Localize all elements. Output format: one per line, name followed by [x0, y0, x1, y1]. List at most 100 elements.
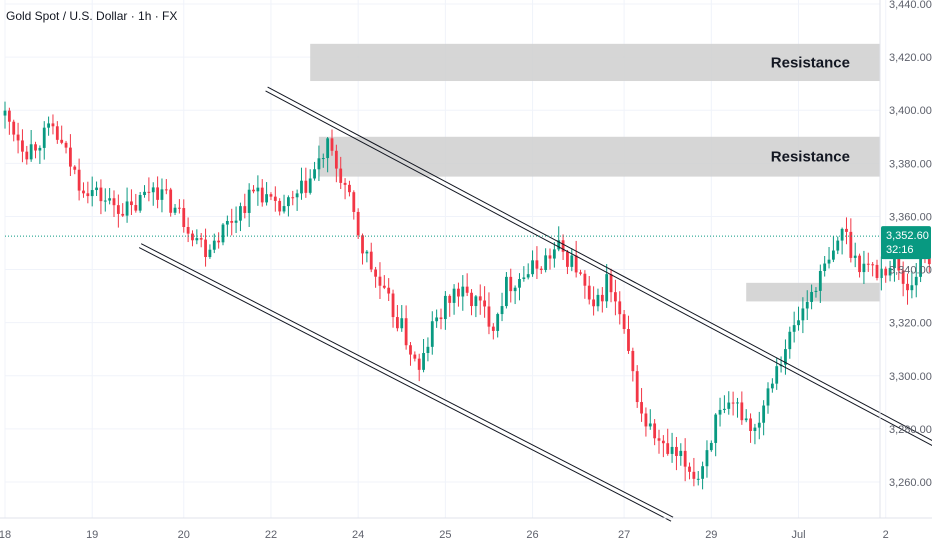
candle-body	[321, 158, 325, 160]
candle-body	[653, 423, 657, 439]
candle	[478, 284, 482, 315]
candle-body	[25, 151, 29, 160]
candle-body	[544, 255, 548, 270]
candle-body	[757, 422, 761, 428]
candle	[858, 253, 861, 278]
candle-body	[417, 358, 421, 370]
candle	[631, 347, 635, 382]
candle	[757, 411, 761, 440]
candle-body	[99, 187, 103, 202]
candle-body	[339, 168, 343, 183]
candle-body	[849, 231, 853, 258]
candle-body	[919, 256, 922, 277]
candle-body	[247, 189, 251, 213]
candle-body	[552, 249, 556, 259]
candle-body	[535, 260, 539, 269]
candle-body	[910, 285, 914, 291]
x-tick-label: 18	[0, 529, 11, 541]
x-tick-label: 19	[86, 529, 98, 541]
candle-body	[657, 438, 661, 441]
candle	[483, 286, 486, 318]
x-tick-label: 20	[178, 529, 190, 541]
candle-body	[382, 285, 386, 288]
candle	[426, 337, 430, 362]
candle-body	[696, 478, 700, 480]
candle	[204, 228, 207, 267]
candle	[853, 242, 857, 268]
candle	[888, 260, 892, 282]
candle	[47, 116, 50, 136]
candle-body	[426, 346, 430, 354]
y-tick-label: 3,280.00	[889, 424, 932, 436]
y-tick-label: 3,400.00	[889, 105, 932, 117]
candle	[269, 192, 273, 201]
candle-body	[875, 264, 879, 278]
candle	[614, 279, 617, 316]
candle-body	[378, 276, 382, 286]
candle-body	[740, 402, 744, 421]
candle	[199, 233, 203, 248]
candle	[313, 161, 316, 181]
candle-body	[775, 366, 779, 384]
candle-body	[548, 255, 552, 259]
candle-body	[666, 443, 670, 454]
candle	[705, 440, 709, 478]
candle-body	[879, 268, 883, 278]
candle-body	[670, 446, 674, 454]
x-tick-label: 26	[526, 529, 538, 541]
zone-label-1: Resistance	[771, 149, 850, 166]
candle-body	[77, 169, 81, 191]
candle-body	[300, 180, 303, 194]
candle-body	[252, 189, 255, 192]
candle-body	[866, 263, 870, 265]
candle	[422, 339, 425, 373]
candle	[221, 222, 225, 246]
candle	[116, 194, 120, 228]
candle-body	[884, 268, 888, 276]
candle-body	[195, 238, 199, 241]
candle-body	[143, 191, 146, 196]
candle	[810, 284, 813, 310]
candle	[404, 305, 408, 350]
candle	[282, 194, 286, 214]
candle	[256, 175, 260, 206]
candle	[827, 247, 831, 269]
x-tick-label: 22	[265, 529, 277, 541]
y-tick-label: 3,420.00	[889, 52, 932, 64]
candle-body	[16, 134, 20, 141]
candle-body	[518, 279, 521, 288]
candle-body	[269, 194, 273, 197]
candle-body	[814, 290, 818, 292]
candle	[653, 419, 657, 446]
candle	[77, 158, 81, 201]
candle-body	[199, 238, 203, 240]
candle	[356, 208, 360, 239]
candle	[679, 443, 683, 466]
candle-body	[348, 184, 351, 193]
x-tick-label: 2	[883, 529, 889, 541]
candle-body	[212, 240, 216, 250]
candle-body	[156, 187, 159, 200]
candle-body	[29, 144, 33, 160]
candle-body	[430, 321, 434, 347]
candle-body	[12, 121, 16, 135]
candle-body	[64, 142, 68, 148]
candle-body	[862, 263, 866, 273]
candle	[3, 101, 7, 129]
candle	[910, 270, 914, 299]
candle	[570, 248, 574, 272]
candle-body	[736, 402, 739, 404]
candle-body	[365, 251, 369, 254]
candle-body	[352, 192, 356, 212]
x-tick-label: 24	[352, 529, 364, 541]
candle-body	[21, 140, 24, 152]
candle-body	[766, 388, 770, 406]
candle	[465, 273, 469, 297]
candle	[884, 266, 888, 283]
candle-body	[801, 308, 805, 321]
candle-body	[130, 201, 133, 206]
candle	[818, 264, 822, 303]
candle	[871, 262, 875, 277]
candle	[875, 259, 879, 281]
